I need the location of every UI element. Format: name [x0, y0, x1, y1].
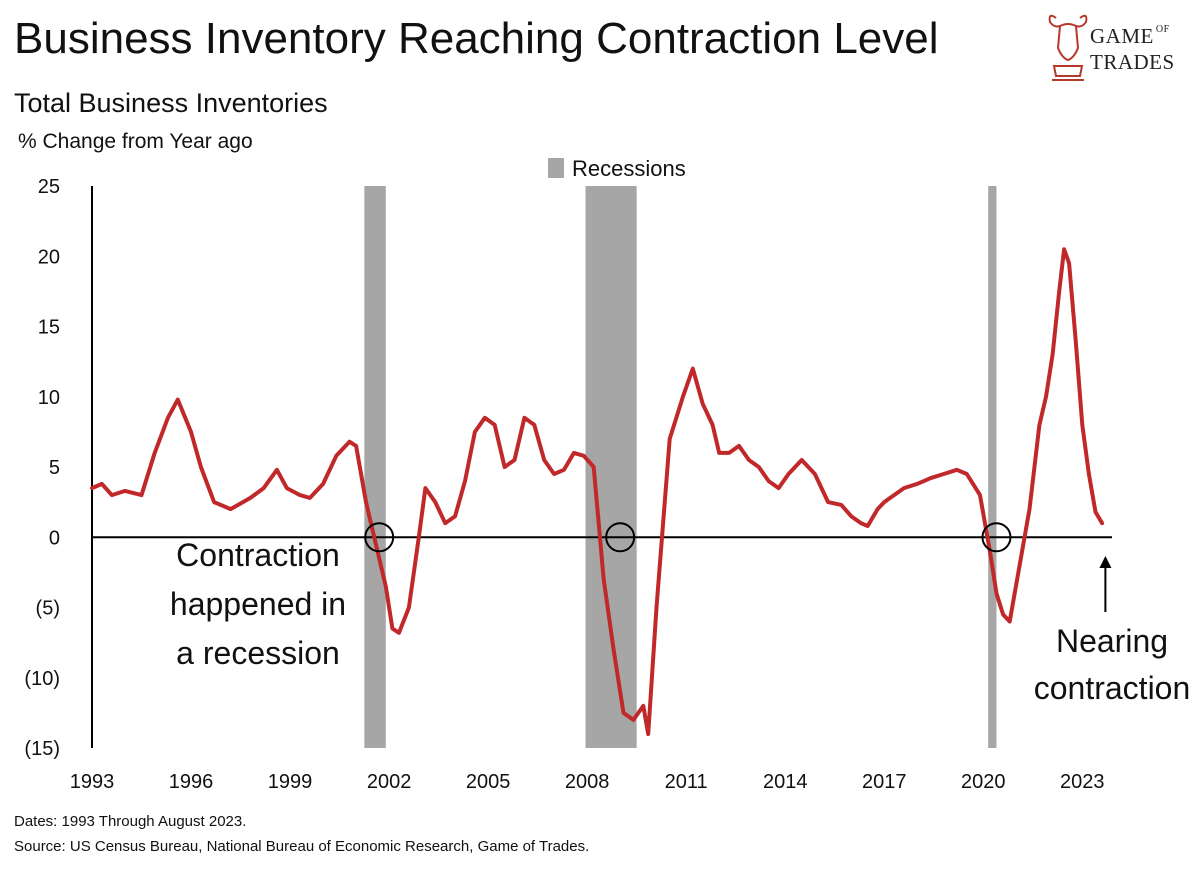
contraction-circles [364, 522, 1012, 553]
recession-band-0 [364, 186, 386, 748]
x-tick-label: 1993 [70, 771, 115, 793]
series-lines [90, 247, 1105, 736]
y-tick-label: 0 [49, 527, 60, 549]
legend-swatch [548, 158, 564, 178]
contraction-circle-0 [364, 522, 395, 553]
annotation-nearing-text: contraction [1034, 670, 1191, 706]
annotation-recession-text: a recession [176, 635, 340, 671]
y-tick-label: 10 [38, 387, 60, 409]
brand-logo-bull-icon [1048, 14, 1088, 81]
footnote-source: Source: US Census Bureau, National Burea… [14, 838, 590, 855]
x-tick-label: 2020 [961, 771, 1006, 793]
footnote-dates: Dates: 1993 Through August 2023. [14, 813, 247, 830]
y-tick-label: (5) [36, 598, 60, 620]
annotations: Contraction happened in a recession Nearing… [170, 537, 1190, 706]
annotation-arrow-head-icon [1099, 556, 1112, 568]
x-tick-label: 2011 [665, 771, 708, 793]
chart-subtitle: Total Business Inventories [14, 88, 328, 118]
y-tick-label: 20 [38, 246, 60, 268]
axes [91, 186, 1112, 748]
contraction-circle-2 [981, 522, 1012, 553]
y-tick-label: 25 [38, 176, 60, 198]
y-tick-label: (15) [24, 738, 60, 760]
legend-label: Recessions [572, 156, 686, 181]
page-title: Business Inventory Reaching Contraction … [14, 14, 939, 63]
y-tick-label: 5 [49, 457, 60, 479]
contraction-circle-1 [605, 522, 636, 553]
y-tick-label: (10) [24, 668, 60, 690]
x-tick-label: 2023 [1060, 771, 1105, 793]
x-tick-label: 1996 [169, 771, 214, 793]
series-line-0 [90, 247, 1105, 736]
annotation-recession-text: Contraction [176, 537, 340, 573]
annotation-nearing-text: Nearing [1056, 623, 1168, 659]
recession-band-2 [988, 186, 997, 748]
x-tick-label: 2008 [565, 771, 610, 793]
x-tick-label: 2014 [763, 771, 808, 793]
y-tick-label: 15 [38, 317, 60, 339]
y-axis-unit-label: % Change from Year ago [18, 130, 253, 153]
x-tick-label: 2002 [367, 771, 412, 793]
x-tick-label: 1999 [268, 771, 313, 793]
tick-labels: 25 20 15 10 5 0 (5) (10) (15) 1993 1996 1999 2002 200… [24, 176, 1104, 793]
legend: Recessions [548, 156, 686, 181]
brand-name-line2: TRADES [1090, 50, 1175, 74]
x-tick-label: 2017 [862, 771, 907, 793]
annotation-recession-text: happened in [170, 586, 346, 622]
brand-name-line1: GAME OF [1090, 24, 1170, 48]
recession-bands [364, 186, 997, 748]
x-tick-label: 2005 [466, 771, 511, 793]
